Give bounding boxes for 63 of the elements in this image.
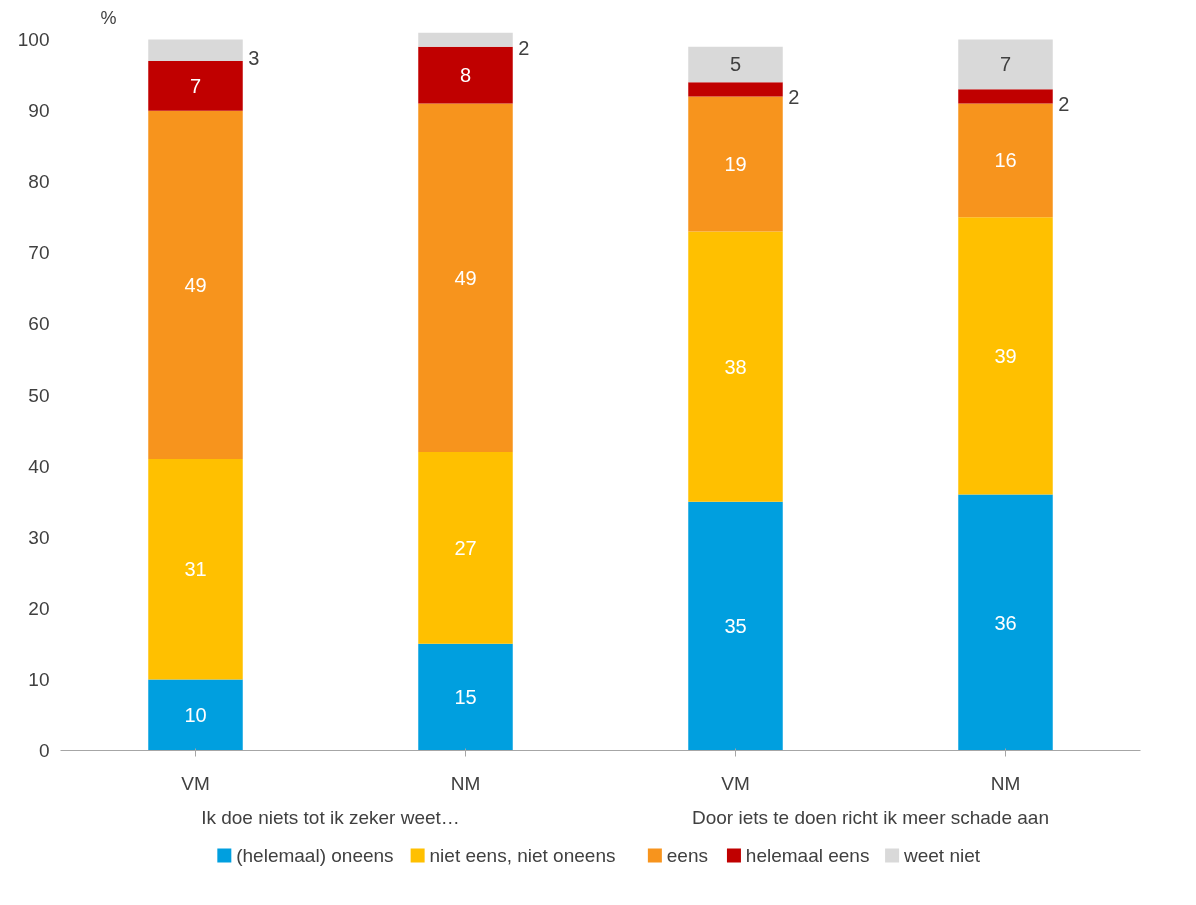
bar [148,459,243,680]
x-tick-label: VM [721,772,750,794]
data-label: 2 [788,86,800,109]
bar [688,501,783,751]
y-tick-label: 30 [28,526,50,548]
text: Ik doe niets tot ik zeker weet… [201,806,460,828]
y-tick-label: 50 [28,384,50,406]
data-label: 38 [724,355,747,378]
y-tick-label: 60 [28,313,50,335]
bar [688,231,783,502]
y-axis-title: % [100,7,117,28]
data-label: 10 [184,703,207,726]
data-label: 15 [454,686,477,709]
y-tick-label: 0 [38,740,50,761]
bar [688,96,783,232]
y-tick-label: 20 [28,597,50,619]
bar [418,103,513,452]
legend-label: niet eens, niet oneens [429,845,616,866]
text: Door iets te doen richt ik meer schade aan [692,806,1049,828]
bar [418,32,513,47]
bar [688,46,783,83]
y-tick-label: 10 [28,668,50,690]
bar [418,643,513,751]
data-label: 8 [459,64,472,87]
legend-label: eens [666,845,708,866]
data-label: 5 [729,53,742,76]
data-label: 39 [994,344,1017,367]
bar [148,679,243,751]
y-tick-label: 40 [28,455,50,477]
bar [958,494,1053,751]
legend-label: helemaal eens [745,845,870,866]
bar [148,60,243,111]
bar [958,103,1053,218]
x-tick-label: NM [990,772,1021,794]
bar [958,217,1053,495]
legend-label: weet niet [903,845,981,866]
data-label: 49 [184,273,207,296]
data-label: 27 [454,536,477,559]
legend-label: (helemaal) oneens [236,845,394,866]
bar [148,110,243,460]
y-tick-label: 70 [28,242,50,264]
data-label: 2 [518,36,530,59]
y-tick-label: 80 [28,171,50,193]
x-tick-label: VM [181,772,210,794]
data-label: 7 [189,74,202,97]
data-label: 31 [184,558,207,581]
bar [418,46,513,104]
data-label: 19 [724,153,747,176]
bar [148,39,243,61]
data-label: 2 [1058,93,1070,116]
data-label: 35 [724,615,747,638]
bar [688,82,783,97]
bar [418,451,513,644]
x-tick-label: NM [450,772,481,794]
y-tick-label: 100 [17,29,50,51]
y-tick-label: 90 [28,100,50,122]
bar [958,39,1053,90]
data-label: 7 [999,53,1012,76]
data-label: 49 [454,266,477,289]
data-label: 36 [994,611,1017,634]
data-label: 16 [994,149,1017,172]
bar [958,89,1053,104]
data-label: 3 [248,47,260,70]
